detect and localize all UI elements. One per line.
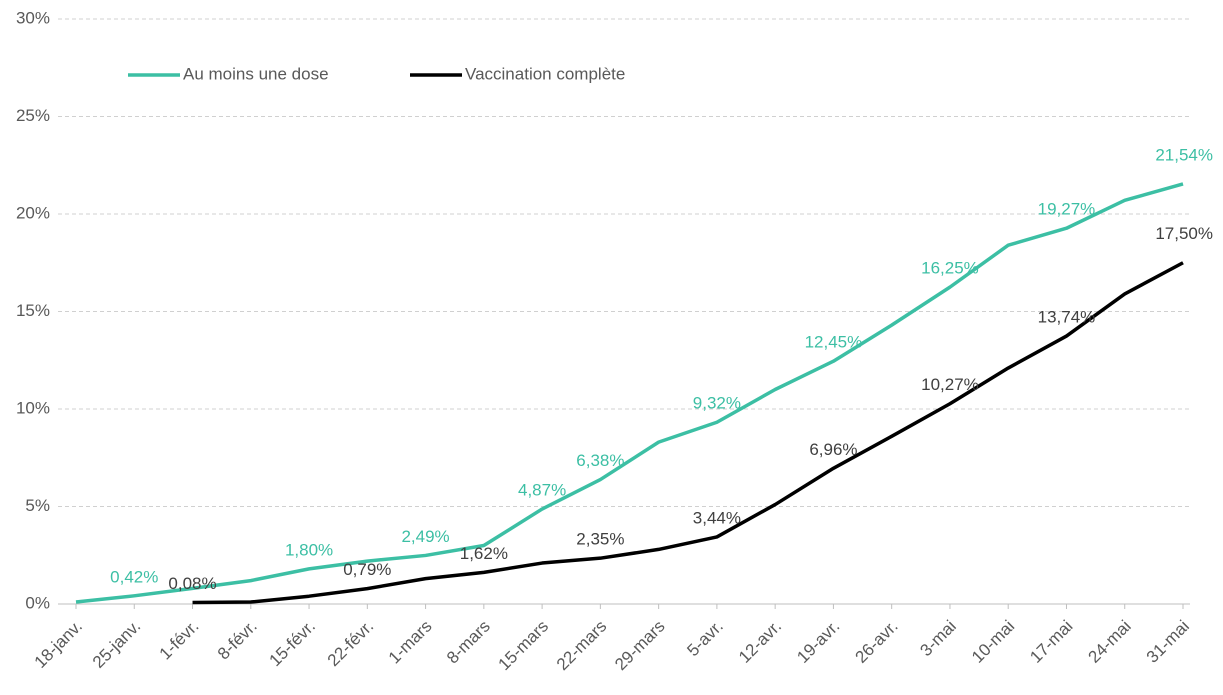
data-label: 0,79% (343, 560, 391, 579)
x-tick-label: 26-avr. (851, 617, 901, 667)
legend-label: Au moins une dose (183, 64, 329, 83)
x-tick-label: 22-mars (553, 617, 611, 675)
data-label: 0,42% (110, 567, 158, 586)
data-label: 17,50% (1155, 224, 1213, 243)
x-tick-label: 8-mars (443, 617, 494, 668)
data-label: 12,45% (805, 333, 863, 352)
x-tick-label: 22-févr. (324, 617, 378, 671)
data-label: 1,80% (285, 540, 333, 559)
x-tick-label: 3-mai (916, 617, 959, 660)
x-tick-label: 15-févr. (266, 617, 320, 671)
series-line (192, 261, 1184, 605)
y-tick-label: 10% (16, 398, 50, 417)
data-label: 19,27% (1038, 200, 1096, 219)
x-tick-label: 5-avr. (683, 617, 727, 661)
data-label: 3,44% (693, 508, 741, 527)
x-tick-label: 18-janv. (31, 617, 86, 672)
x-tick-label: 29-mars (611, 617, 669, 675)
x-tick-label: 19-avr. (793, 617, 843, 667)
data-label: 2,49% (401, 527, 449, 546)
series-line (75, 182, 1184, 604)
data-label: 16,25% (921, 259, 979, 278)
data-label: 0,08% (168, 574, 216, 593)
x-tick-label: 25-janv. (89, 617, 144, 672)
data-label: 1,62% (460, 544, 508, 563)
y-tick-label: 5% (25, 496, 50, 515)
y-tick-label: 0% (25, 593, 50, 612)
data-label: 6,96% (809, 440, 857, 459)
y-tick-label: 30% (16, 8, 50, 27)
data-label: 13,74% (1038, 308, 1096, 327)
y-tick-label: 25% (16, 106, 50, 125)
data-label: 4,87% (518, 481, 566, 500)
x-tick-label: 8-févr. (214, 617, 261, 664)
x-tick-label: 12-avr. (735, 617, 785, 667)
x-tick-label: 10-mai (968, 617, 1018, 667)
data-label: 9,32% (693, 394, 741, 413)
x-tick-label: 1-févr. (156, 617, 203, 664)
data-label: 21,54% (1155, 145, 1213, 164)
data-label: 2,35% (576, 530, 624, 549)
x-tick-label: 17-mai (1026, 617, 1076, 667)
y-tick-label: 20% (16, 203, 50, 222)
x-tick-label: 1-mars (385, 617, 436, 668)
x-tick-label: 15-mars (495, 617, 553, 675)
data-label: 10,27% (921, 375, 979, 394)
y-tick-label: 15% (16, 301, 50, 320)
data-label: 6,38% (576, 451, 624, 470)
legend-label: Vaccination complète (465, 64, 625, 83)
x-tick-label: 31-mai (1143, 617, 1193, 667)
x-tick-label: 24-mai (1085, 617, 1135, 667)
